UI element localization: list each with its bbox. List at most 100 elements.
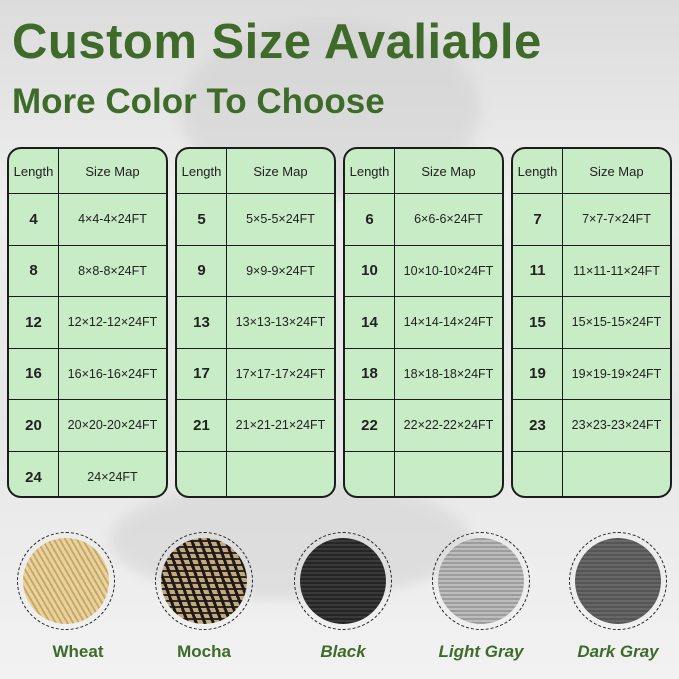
table-row: 21 21×21-21×24FT	[177, 400, 334, 452]
length-cell	[345, 451, 395, 496]
length-cell	[177, 451, 227, 496]
color-label: Black	[320, 642, 366, 661]
table-row: 22 22×22-22×24FT	[345, 400, 502, 452]
size-cell: 11×11-11×24FT	[573, 263, 660, 278]
size-cell: 13×13-13×24FT	[235, 315, 326, 330]
table-header: Length Size Map	[9, 149, 166, 194]
size-cell: 22×22-22×24FT	[403, 418, 494, 433]
length-cell: 17	[177, 348, 227, 399]
table-row: 20 20×20-20×24FT	[9, 400, 166, 452]
table-row: 14 14×14-14×24FT	[345, 297, 502, 349]
length-cell: 15	[513, 297, 563, 348]
length-cell: 10	[345, 245, 395, 296]
length-cell: 19	[513, 348, 563, 399]
table-row: 7 7×7-7×24FT	[513, 194, 670, 246]
length-cell	[513, 451, 563, 496]
size-cell: 23×23-23×24FT	[571, 418, 662, 433]
fabric-swatch	[161, 538, 247, 624]
fabric-swatch	[438, 538, 524, 624]
length-cell: 7	[513, 194, 563, 245]
size-cell: 12×12-12×24FT	[67, 315, 158, 330]
table-row: 13 13×13-13×24FT	[177, 297, 334, 349]
size-cell: 21×21-21×24FT	[235, 418, 326, 433]
table-row: 9 9×9-9×24FT	[177, 245, 334, 297]
length-cell: 12	[9, 297, 59, 348]
table-row: 12 12×12-12×24FT	[9, 297, 166, 349]
size-cell: 4×4-4×24FT	[78, 212, 147, 227]
size-cell: 16×16-16×24FT	[67, 366, 158, 381]
size-cell	[395, 452, 502, 497]
table-row: 6 6×6-6×24FT	[345, 194, 502, 246]
fabric-swatch	[23, 538, 109, 624]
table-row: 24 24×24FT	[9, 451, 166, 496]
header-length: Length	[345, 149, 395, 193]
length-cell: 13	[177, 297, 227, 348]
color-swatch-mocha	[155, 532, 253, 630]
size-table: Length Size Map 5 5×5-5×24FT 9 9×9-9×24F…	[175, 147, 336, 498]
table-row: 16 16×16-16×24FT	[9, 348, 166, 400]
color-label: Mocha	[177, 642, 231, 661]
fabric-swatch	[575, 538, 661, 624]
size-table: Length Size Map 7 7×7-7×24FT 11 11×11-11…	[511, 147, 672, 498]
table-row	[177, 451, 334, 497]
size-cell: 8×8-8×24FT	[78, 263, 147, 278]
table-header: Length Size Map	[345, 149, 502, 194]
table-row: 8 8×8-8×24FT	[9, 245, 166, 297]
table-row: 19 19×19-19×24FT	[513, 348, 670, 400]
length-cell: 4	[9, 194, 59, 245]
size-cell: 9×9-9×24FT	[246, 263, 315, 278]
table-row: 5 5×5-5×24FT	[177, 194, 334, 246]
size-cell: 24×24FT	[87, 470, 138, 485]
length-cell: 24	[9, 451, 59, 496]
length-cell: 20	[9, 400, 59, 451]
size-cell: 15×15-15×24FT	[571, 315, 662, 330]
size-cell: 20×20-20×24FT	[67, 418, 158, 433]
table-header: Length Size Map	[177, 149, 334, 194]
size-cell: 14×14-14×24FT	[403, 315, 494, 330]
header-size-map: Size Map	[589, 163, 644, 179]
color-label: Dark Gray	[577, 642, 659, 661]
color-label: Light Gray	[438, 642, 524, 661]
table-row: 11 11×11-11×24FT	[513, 245, 670, 297]
color-label: Wheat	[52, 642, 104, 661]
length-cell: 11	[513, 245, 563, 296]
table-header: Length Size Map	[513, 149, 670, 194]
size-cell: 18×18-18×24FT	[403, 366, 494, 381]
length-cell: 5	[177, 194, 227, 245]
length-cell: 8	[9, 245, 59, 296]
header-length: Length	[177, 149, 227, 193]
length-cell: 22	[345, 400, 395, 451]
length-cell: 6	[345, 194, 395, 245]
color-swatch-dark-gray	[569, 532, 667, 630]
color-swatch-wheat	[17, 532, 115, 630]
color-swatch-black	[294, 532, 392, 630]
table-row	[345, 451, 502, 497]
size-cell: 19×19-19×24FT	[571, 366, 662, 381]
length-cell: 18	[345, 348, 395, 399]
page-subtitle: More Color To Choose	[12, 82, 385, 121]
header-size-map: Size Map	[253, 163, 308, 179]
size-cell: 6×6-6×24FT	[414, 212, 483, 227]
size-cell: 7×7-7×24FT	[582, 212, 651, 227]
header-length: Length	[513, 149, 563, 193]
size-cell: 5×5-5×24FT	[246, 212, 315, 227]
table-row	[513, 451, 670, 496]
size-cell: 17×17-17×24FT	[235, 366, 326, 381]
header-size-map: Size Map	[85, 163, 140, 179]
length-cell: 21	[177, 400, 227, 451]
table-row: 17 17×17-17×24FT	[177, 348, 334, 400]
size-cell	[227, 452, 334, 497]
length-cell: 23	[513, 400, 563, 451]
table-row: 23 23×23-23×24FT	[513, 400, 670, 452]
table-row: 18 18×18-18×24FT	[345, 348, 502, 400]
size-table: Length Size Map 4 4×4-4×24FT 8 8×8-8×24F…	[7, 147, 168, 498]
size-table: Length Size Map 6 6×6-6×24FT 10 10×10-10…	[343, 147, 504, 498]
header-size-map: Size Map	[421, 163, 476, 179]
table-row: 10 10×10-10×24FT	[345, 245, 502, 297]
color-swatch-light-gray	[432, 532, 530, 630]
header-length: Length	[9, 149, 59, 193]
table-row: 15 15×15-15×24FT	[513, 297, 670, 349]
size-cell: 10×10-10×24FT	[403, 263, 494, 278]
page-title: Custom Size Avaliable	[12, 15, 542, 69]
fabric-swatch	[300, 538, 386, 624]
